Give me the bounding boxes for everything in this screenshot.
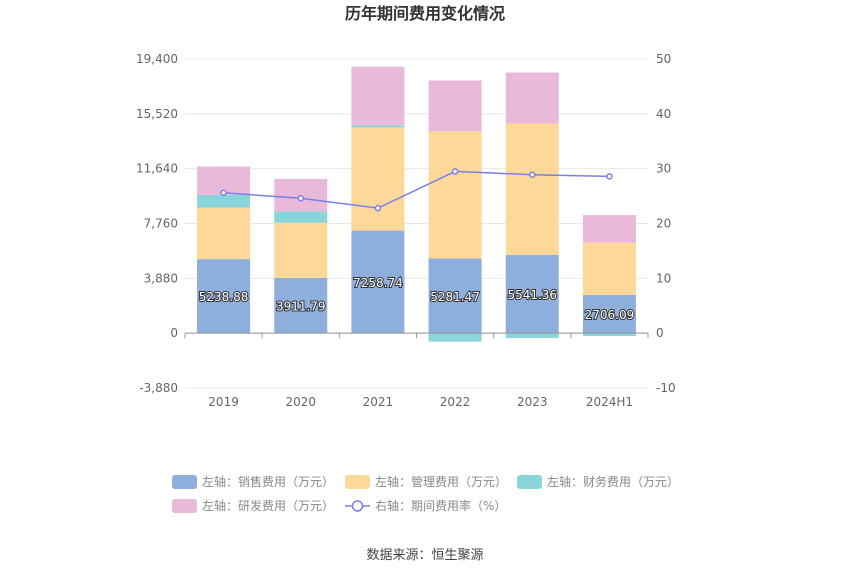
bar-segment [582, 333, 636, 336]
legend-label: 左轴：销售费用（万元） [202, 474, 334, 489]
bar-labels: 5238.88 3911.79 7258.74 5281.47 5541.36 2706.… [198, 275, 635, 323]
legend-label: 右轴：期间费用率（%） [375, 498, 506, 513]
legend[interactable]: 左轴：销售费用（万元） 左轴：管理费用（万元） 左轴：财务费用（万元） 左轴：研发费用… [172, 474, 679, 513]
right-tick-label: 50 [656, 52, 671, 66]
right-tick-label: -10 [656, 381, 676, 395]
left-tick-label: 3,880 [144, 271, 178, 285]
legend-swatch [172, 499, 197, 513]
legend-swatch [517, 475, 542, 489]
bar-segment [351, 127, 405, 231]
x-axis: 2019 2020 2021 2022 2023 2024H1 [184, 332, 649, 409]
chart-title: 历年期间费用变化情况 [345, 4, 505, 23]
left-tick-label: 7,760 [144, 217, 178, 231]
legend-swatch [345, 475, 370, 489]
grid [185, 58, 648, 389]
bar-segment [505, 333, 559, 339]
legend-swatch [172, 475, 197, 489]
bar-segment [351, 230, 405, 334]
bar-data-label: 7258.74 [353, 276, 403, 290]
legend-item[interactable]: 右轴：期间费用率（%） [345, 498, 506, 513]
bar-segment [197, 207, 251, 260]
bar-segment [505, 72, 559, 124]
source-text: 数据来源：恒生聚源 [366, 548, 483, 563]
bar-segment [428, 333, 482, 342]
bar-segment [274, 277, 328, 334]
right-tick-label: 40 [656, 107, 671, 121]
bar-segment [351, 66, 405, 126]
legend-item[interactable]: 左轴：管理费用（万元） [345, 474, 507, 489]
legend-item[interactable]: 左轴：研发费用（万元） [172, 498, 334, 513]
bar-data-label: 2706.09 [585, 308, 635, 322]
x-tick-label: 2019 [208, 395, 239, 409]
bar-segment [197, 259, 251, 334]
right-axis-ticks: -10 0 10 20 30 40 50 [656, 52, 676, 395]
legend-label: 左轴：研发费用（万元） [202, 498, 334, 513]
bar-segment [505, 254, 559, 334]
bar-segment [428, 80, 482, 132]
legend-label: 左轴：管理费用（万元） [375, 474, 507, 489]
bar-segment [274, 211, 328, 223]
rate-line [220, 168, 613, 212]
x-tick-label: 2022 [440, 395, 471, 409]
bar-segment [505, 123, 559, 255]
left-tick-label: 0 [170, 326, 178, 340]
bar-data-label: 3911.79 [276, 300, 326, 314]
legend-label: 左轴：财务费用（万元） [547, 474, 679, 489]
rate-point [297, 195, 304, 202]
left-axis-ticks: -3,880 0 3,880 7,760 11,640 15,520 19,400 [136, 52, 178, 395]
bar-data-label: 5541.36 [507, 288, 557, 302]
bars [197, 66, 636, 342]
right-tick-label: 30 [656, 162, 671, 176]
bar-segment [197, 194, 251, 208]
bar-segment [582, 215, 636, 243]
left-tick-label: -3,880 [139, 381, 178, 395]
x-tick-label: 2021 [363, 395, 394, 409]
right-tick-label: 20 [656, 217, 671, 231]
bar-segment [274, 222, 328, 278]
rate-point [606, 173, 613, 180]
right-tick-label: 0 [656, 326, 664, 340]
x-tick-label: 2020 [285, 395, 316, 409]
x-tick-label: 2024H1 [586, 395, 633, 409]
bar-segment [351, 125, 405, 128]
legend-item[interactable]: 左轴：销售费用（万元） [172, 474, 334, 489]
bar-segment [582, 242, 636, 295]
rate-line-path [223, 170, 610, 209]
bar-segment [428, 258, 482, 334]
left-tick-label: 15,520 [136, 107, 178, 121]
rate-point [451, 168, 459, 175]
rate-point [529, 171, 536, 178]
left-tick-label: 19,400 [136, 52, 178, 66]
legend-marker [351, 500, 364, 512]
x-tick-label: 2023 [517, 395, 548, 409]
left-tick-label: 11,640 [136, 162, 178, 176]
bar-data-label: 5281.47 [430, 290, 480, 304]
rate-point [374, 204, 382, 212]
rate-point [220, 189, 227, 197]
bar-data-label: 5238.88 [199, 290, 249, 304]
right-tick-label: 10 [656, 271, 671, 285]
legend-item[interactable]: 左轴：财务费用（万元） [517, 474, 679, 489]
bar-segment [582, 294, 636, 334]
bar-segment [428, 131, 482, 259]
